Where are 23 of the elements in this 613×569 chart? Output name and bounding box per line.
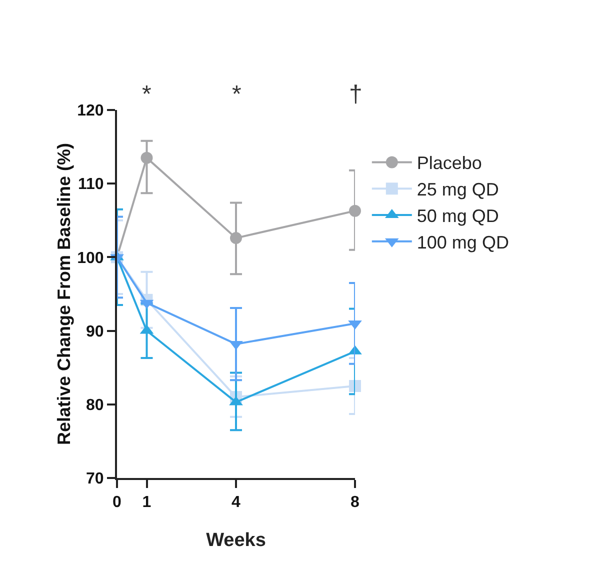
point <box>349 380 361 392</box>
y-tick-label: 110 <box>78 176 104 194</box>
x-tick-label: 1 <box>142 494 152 512</box>
point <box>230 232 242 244</box>
point <box>349 204 361 217</box>
text: † <box>349 81 362 108</box>
legend-label: 25 mg QD <box>416 180 499 200</box>
text: * <box>142 81 152 108</box>
x-tick-label: 8 <box>350 494 360 512</box>
x-tick-label: 0 <box>112 494 122 512</box>
y-tick-label: 120 <box>77 102 104 120</box>
y-tick-label: 100 <box>77 250 104 267</box>
legend-label: 100 mg QD <box>416 232 509 252</box>
legend-label: Placebo <box>416 153 482 174</box>
y-tick-label: 70 <box>86 470 104 488</box>
text: * <box>232 81 242 108</box>
y-tick-label: 90 <box>86 323 104 340</box>
legend-label: 50 mg QD <box>416 206 499 226</box>
y-axis-title: Relative Change From Baseline (%) <box>54 142 74 446</box>
x-tick-label: 4 <box>232 494 241 512</box>
x-axis-title: Weeks <box>206 530 266 551</box>
point <box>140 152 153 164</box>
y-tick-label: 80 <box>86 397 104 414</box>
